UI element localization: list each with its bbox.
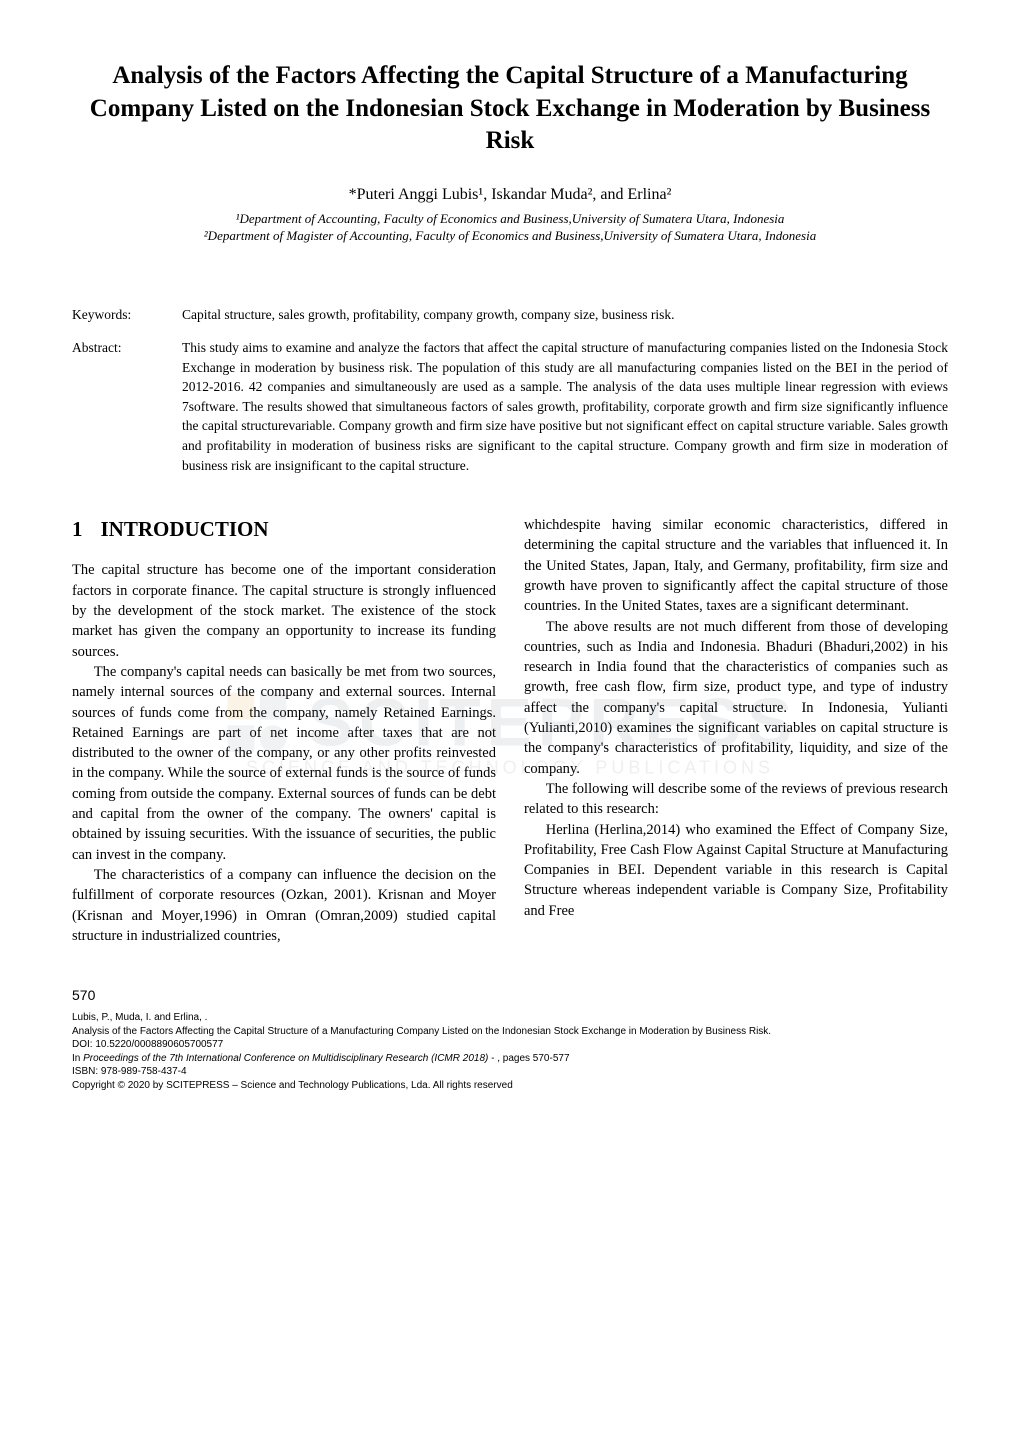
- affiliation-1: ¹Department of Accounting, Faculty of Ec…: [72, 210, 948, 228]
- abstract-row: Abstract: This study aims to examine and…: [72, 338, 948, 475]
- footer-line: In Proceedings of the 7th International …: [72, 1052, 948, 1066]
- footer-line: Analysis of the Factors Affecting the Ca…: [72, 1025, 948, 1039]
- section-number: 1: [72, 515, 83, 544]
- column-left: 1 INTRODUCTION The capital structure has…: [72, 515, 496, 946]
- body-para: whichdespite having similar economic cha…: [524, 515, 948, 616]
- paper-title: Analysis of the Factors Affecting the Ca…: [72, 60, 948, 158]
- page-footer: 570 Lubis, P., Muda, I. and Erlina, . An…: [72, 986, 948, 1092]
- column-right: whichdespite having similar economic cha…: [524, 515, 948, 946]
- affiliation-2: ²Department of Magister of Accounting, F…: [72, 227, 948, 245]
- body-para: The above results are not much different…: [524, 617, 948, 779]
- body-para: The capital structure has become one of …: [72, 560, 496, 661]
- footer-line: Lubis, P., Muda, I. and Erlina, .: [72, 1011, 948, 1025]
- affiliations: ¹Department of Accounting, Faculty of Ec…: [72, 210, 948, 245]
- body-para: The following will describe some of the …: [524, 779, 948, 820]
- footer-line: Copyright © 2020 by SCITEPRESS – Science…: [72, 1079, 948, 1093]
- footer-line: ISBN: 978-989-758-437-4: [72, 1065, 948, 1079]
- abstract-text: This study aims to examine and analyze t…: [182, 338, 948, 475]
- section-title: INTRODUCTION: [101, 515, 269, 544]
- authors-line: *Puteri Anggi Lubis¹, Iskandar Muda², an…: [72, 186, 948, 204]
- keywords-row: Keywords: Capital structure, sales growt…: [72, 305, 948, 325]
- section-1-heading: 1 INTRODUCTION: [72, 515, 496, 544]
- body-para: Herlina (Herlina,2014) who examined the …: [524, 820, 948, 921]
- page-number: 570: [72, 986, 948, 1005]
- body-para: The company's capital needs can basicall…: [72, 662, 496, 865]
- footer-line: DOI: 10.5220/0008890605700577: [72, 1038, 948, 1052]
- abstract-label: Abstract:: [72, 338, 182, 475]
- two-column-body: SCITEPRESS SCIENCE AND TECHNOLOGY PUBLIC…: [72, 515, 948, 946]
- keywords-text: Capital structure, sales growth, profita…: [182, 305, 948, 325]
- keywords-label: Keywords:: [72, 305, 182, 325]
- body-para: The characteristics of a company can inf…: [72, 865, 496, 946]
